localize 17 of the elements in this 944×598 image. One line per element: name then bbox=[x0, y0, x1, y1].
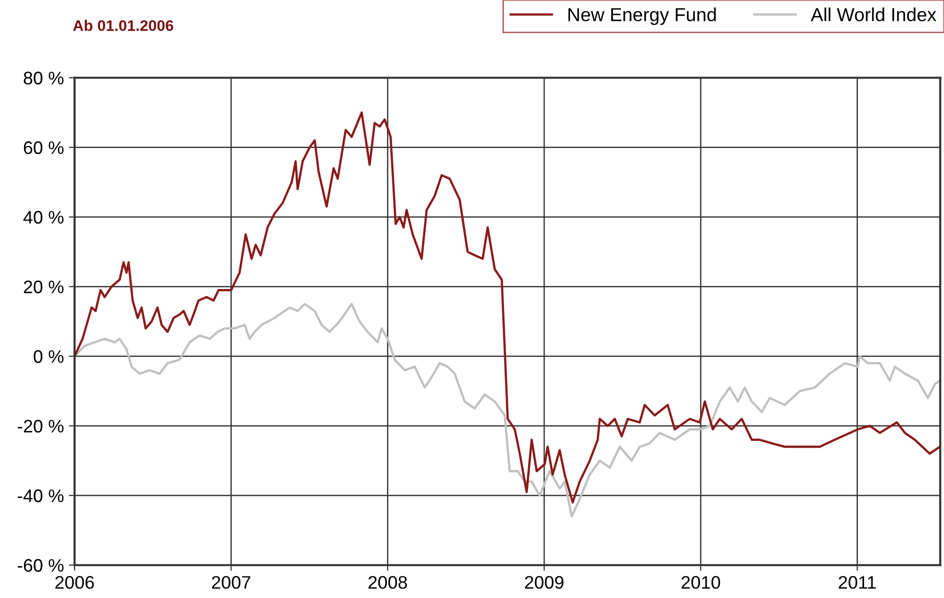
y-tick-label: 60 % bbox=[24, 141, 64, 154]
y-tick-label: 40 % bbox=[23, 210, 64, 224]
chart-title: Ab 01.01.2006 bbox=[73, 20, 174, 32]
y-tick-label: 20 % bbox=[24, 280, 64, 294]
y-tick-label: -60 % bbox=[18, 559, 64, 572]
x-tick-label: 2011 bbox=[838, 576, 876, 589]
legend-label: All World Index bbox=[810, 8, 936, 22]
y-tick-label: -40 % bbox=[18, 489, 64, 502]
x-tick-label: 2010 bbox=[682, 576, 720, 589]
legend-label: New Energy Fund bbox=[568, 8, 716, 25]
x-tick-label: 2006 bbox=[55, 576, 94, 589]
x-tick-label: 2008 bbox=[368, 576, 407, 589]
x-tick-label: 2009 bbox=[525, 576, 564, 589]
y-tick-label: -20 % bbox=[18, 420, 64, 433]
y-tick-label: 80 % bbox=[24, 72, 64, 84]
x-tick-label: 2007 bbox=[212, 576, 250, 589]
y-tick-label: 0 % bbox=[34, 350, 64, 363]
